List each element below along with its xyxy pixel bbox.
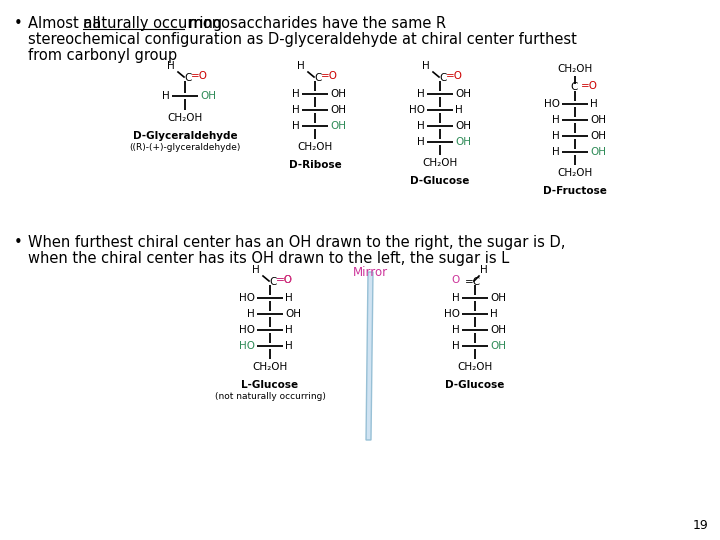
Text: •: • xyxy=(14,16,23,31)
Text: H: H xyxy=(162,91,170,101)
Text: H: H xyxy=(285,341,293,351)
Text: H: H xyxy=(552,115,560,125)
Text: OH: OH xyxy=(455,121,471,131)
Text: CH₂OH: CH₂OH xyxy=(557,64,593,74)
Text: D-Fructose: D-Fructose xyxy=(543,186,607,196)
Text: CH₂OH: CH₂OH xyxy=(557,168,593,178)
Text: when the chiral center has its OH drawn to the left, the sugar is L: when the chiral center has its OH drawn … xyxy=(28,251,509,266)
Text: CH₂OH: CH₂OH xyxy=(423,158,458,168)
Text: HO: HO xyxy=(239,341,255,351)
Text: When furthest chiral center has an OH drawn to the right, the sugar is D,: When furthest chiral center has an OH dr… xyxy=(28,235,565,250)
Text: H: H xyxy=(292,105,300,115)
Text: ((R)-(+)-glyceraldehyde): ((R)-(+)-glyceraldehyde) xyxy=(130,143,240,152)
Text: CH₂OH: CH₂OH xyxy=(253,362,287,372)
Text: HO: HO xyxy=(239,325,255,335)
Text: O: O xyxy=(451,275,460,285)
Polygon shape xyxy=(366,272,373,440)
Text: monosaccharides have the same R: monosaccharides have the same R xyxy=(184,16,446,31)
Text: H: H xyxy=(422,61,430,71)
Text: H: H xyxy=(552,147,560,157)
Text: OH: OH xyxy=(330,89,346,99)
Text: L-Glucose: L-Glucose xyxy=(241,380,299,390)
Text: D-Glucose: D-Glucose xyxy=(410,176,469,186)
Text: OH: OH xyxy=(285,309,301,319)
Text: OH: OH xyxy=(490,325,506,335)
Text: H: H xyxy=(418,137,425,147)
Text: OH: OH xyxy=(455,89,471,99)
Text: H: H xyxy=(247,309,255,319)
Text: OH: OH xyxy=(590,147,606,157)
Text: H: H xyxy=(292,89,300,99)
Text: H: H xyxy=(418,89,425,99)
Text: H: H xyxy=(452,341,460,351)
Text: D-Ribose: D-Ribose xyxy=(289,160,341,170)
Text: HO: HO xyxy=(409,105,425,115)
Text: =O: =O xyxy=(276,275,293,285)
Text: D-Glyceraldehyde: D-Glyceraldehyde xyxy=(132,131,238,141)
Text: CH₂OH: CH₂OH xyxy=(297,142,333,152)
Text: H: H xyxy=(167,61,175,71)
Text: C: C xyxy=(184,73,192,83)
Text: H: H xyxy=(285,325,293,335)
Text: •: • xyxy=(14,235,23,250)
Text: H: H xyxy=(297,61,305,71)
Text: =C: =C xyxy=(465,277,481,287)
Text: 19: 19 xyxy=(692,519,708,532)
Text: H: H xyxy=(285,293,293,303)
Text: C: C xyxy=(439,73,446,83)
Text: C: C xyxy=(314,73,321,83)
Text: H: H xyxy=(418,121,425,131)
Text: H: H xyxy=(455,105,463,115)
Text: OH: OH xyxy=(330,121,346,131)
Text: HO: HO xyxy=(444,309,460,319)
Text: D-Glucose: D-Glucose xyxy=(445,380,505,390)
Text: OH: OH xyxy=(590,131,606,141)
Text: Mirror: Mirror xyxy=(352,266,387,279)
Text: H: H xyxy=(490,309,498,319)
Text: H: H xyxy=(452,293,460,303)
Text: (not naturally occurring): (not naturally occurring) xyxy=(215,392,325,401)
Text: C: C xyxy=(570,82,577,92)
Text: H: H xyxy=(590,99,598,109)
Text: OH: OH xyxy=(200,91,216,101)
Text: OH: OH xyxy=(590,115,606,125)
Text: =O: =O xyxy=(191,71,208,81)
Text: C: C xyxy=(269,277,276,287)
Text: Almost all: Almost all xyxy=(28,16,105,31)
Text: H: H xyxy=(452,325,460,335)
Text: OH: OH xyxy=(490,293,506,303)
Text: OH: OH xyxy=(330,105,346,115)
Text: CH₂OH: CH₂OH xyxy=(167,113,202,123)
Text: CH₂OH: CH₂OH xyxy=(457,362,492,372)
Text: naturally occurring: naturally occurring xyxy=(83,16,222,31)
Text: H: H xyxy=(480,265,487,275)
Text: HO: HO xyxy=(544,99,560,109)
Text: H: H xyxy=(552,131,560,141)
Text: OH: OH xyxy=(490,341,506,351)
Text: =O: =O xyxy=(276,275,293,285)
Text: stereochemical configuration as D-glyceraldehyde at chiral center furthest: stereochemical configuration as D-glycer… xyxy=(28,32,577,47)
Text: =O: =O xyxy=(446,71,463,81)
Text: from carbonyl group: from carbonyl group xyxy=(28,48,177,63)
Text: H: H xyxy=(252,265,260,275)
Text: HO: HO xyxy=(239,293,255,303)
Text: H: H xyxy=(292,121,300,131)
Text: =O: =O xyxy=(321,71,338,81)
Text: OH: OH xyxy=(455,137,471,147)
Text: =O: =O xyxy=(581,81,598,91)
